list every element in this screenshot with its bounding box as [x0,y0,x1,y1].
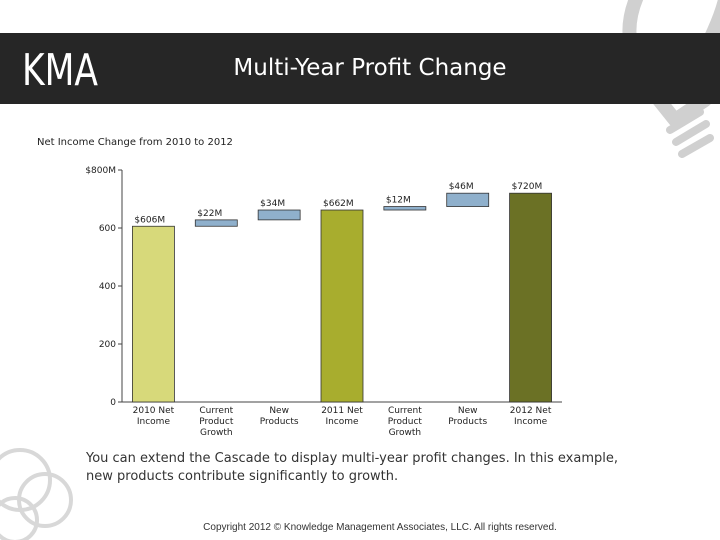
y-tick-label: 600 [99,224,116,234]
data-label: $46M [449,182,474,192]
header-bar: KMA Multi-Year Profit Change [0,33,720,104]
caption-text: You can extend the Cascade to display mu… [86,451,618,484]
x-tick-label: 2010 Net [133,406,175,416]
lightbulb-decoration-icon [622,0,720,158]
bar [320,209,364,403]
y-tick-label: 400 [99,282,116,292]
data-label: $606M [134,215,165,225]
y-tick-label: 200 [99,340,116,350]
bar [383,206,427,211]
kma-logo: KMA [22,45,98,93]
bar [132,225,175,403]
page-title: Multi-Year Profit Change [233,55,507,81]
bar [509,192,552,403]
y-tick-label: 0 [110,398,116,408]
bar [257,209,301,221]
x-tick-label: Current [388,406,422,416]
bar [446,192,490,207]
data-label: $662M [323,199,354,209]
x-tick-label: 2012 Net [510,406,552,416]
circles-decoration-icon [0,448,73,540]
x-tick-label: Product [388,417,423,427]
x-tick-label: Product [199,417,234,427]
bar [194,219,238,227]
data-label: $22M [197,209,222,219]
x-tick-label: Products [448,417,487,427]
x-tick-label: Income [514,417,548,427]
x-tick-label: Growth [200,428,233,438]
x-tick-label: Current [199,406,233,416]
x-tick-label: Income [137,417,171,427]
y-tick-label: $800M [85,166,116,176]
svg-text:KMA: KMA [22,45,98,93]
x-tick-label: Products [260,417,299,427]
chart-title: Net Income Change from 2010 to 2012 [37,137,233,148]
data-label: $34M [260,199,285,209]
x-tick-label: New [269,406,289,416]
x-tick-label: Income [325,417,359,427]
x-tick-label: New [458,406,478,416]
x-tick-label: 2011 Net [321,406,363,416]
x-tick-label: Growth [389,428,422,438]
data-label: $720M [512,182,543,192]
data-label: $12M [386,196,411,206]
copyright-footer: Copyright 2012 © Knowledge Management As… [203,522,557,533]
